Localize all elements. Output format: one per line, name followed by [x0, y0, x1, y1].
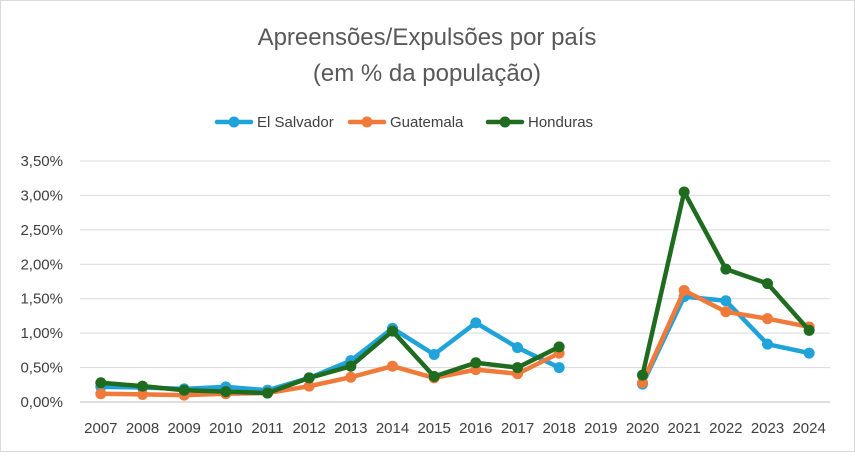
data-point — [762, 278, 773, 290]
data-point — [512, 362, 523, 374]
y-tick-label: 3,50% — [20, 153, 63, 170]
data-point — [803, 324, 815, 336]
legend-swatch-marker — [361, 116, 373, 128]
y-tick-label: 2,00% — [20, 256, 63, 273]
data-point — [512, 342, 523, 354]
x-tick-label: 2017 — [501, 420, 534, 437]
y-tick-label: 0,00% — [20, 394, 63, 411]
legend-item: Honduras — [485, 114, 593, 131]
x-axis-ticks: 2007 2008 2009 2010 2011 2012 2013 2014 2015 2016… — [84, 420, 826, 437]
data-point — [720, 306, 732, 318]
data-point — [95, 388, 107, 400]
y-tick-label: 1,00% — [20, 325, 63, 342]
x-tick-label: 2013 — [334, 420, 367, 437]
legend-item: Guatemala — [347, 114, 464, 131]
legend-swatch-marker — [228, 116, 240, 128]
legend-label: Guatemala — [390, 114, 464, 131]
chart-title-line: Apreensões/Expulsões por país — [258, 24, 597, 51]
x-tick-label: 2021 — [667, 420, 700, 437]
y-tick-label: 1,50% — [20, 291, 63, 308]
x-tick-label: 2016 — [459, 420, 492, 437]
data-point — [470, 317, 482, 329]
y-axis-ticks: 0,00% 0,50% 1,00% 1,50% 2,00% 2,50% 3,00% 3,50% — [20, 153, 63, 411]
legend-item: El Salvador — [214, 114, 334, 131]
series-line — [98, 328, 562, 396]
data-point — [803, 347, 815, 359]
series-line — [98, 350, 562, 398]
data-point — [387, 360, 398, 372]
data-point — [553, 341, 565, 353]
x-tick-label: 2011 — [251, 420, 283, 437]
x-tick-label: 2024 — [792, 420, 825, 437]
x-tick-label: 2010 — [209, 420, 242, 437]
data-point — [95, 377, 107, 389]
x-tick-label: 2020 — [626, 420, 659, 437]
series-layer — [95, 186, 815, 401]
data-point — [345, 360, 357, 372]
x-tick-label: 2015 — [417, 420, 450, 437]
data-point — [387, 325, 398, 337]
x-tick-label: 2007 — [84, 420, 117, 437]
chart-subtitle-line: (em % da população) — [313, 60, 541, 87]
data-point — [720, 263, 732, 275]
x-tick-label: 2012 — [292, 420, 325, 437]
data-point — [762, 338, 773, 350]
legend: El Salvador Guatemala Honduras — [214, 114, 593, 131]
legend-label: El Salvador — [257, 114, 334, 131]
legend-swatch-marker — [499, 116, 511, 128]
legend-label: Honduras — [528, 114, 593, 131]
data-point — [303, 372, 315, 384]
data-point — [678, 186, 690, 198]
x-tick-label: 2014 — [376, 420, 409, 437]
y-tick-label: 3,00% — [20, 187, 63, 204]
data-point — [262, 387, 273, 399]
x-tick-label: 2023 — [751, 420, 784, 437]
x-tick-label: 2019 — [584, 420, 617, 437]
data-point — [345, 371, 357, 383]
data-point — [178, 384, 190, 396]
series-guatemala — [95, 284, 815, 401]
data-point — [220, 386, 232, 398]
data-point — [762, 313, 773, 325]
x-tick-label: 2008 — [126, 420, 159, 437]
data-point — [428, 371, 440, 383]
series-el-salvador — [95, 291, 815, 396]
data-point — [553, 362, 565, 374]
y-tick-label: 2,50% — [20, 222, 63, 239]
chart-title: Apreensões/Expulsões por país (em % da p… — [258, 24, 597, 87]
y-tick-label: 0,50% — [20, 360, 63, 377]
data-point — [637, 369, 648, 381]
gridlines — [80, 160, 830, 403]
data-point — [428, 348, 440, 360]
x-tick-label: 2022 — [709, 420, 742, 437]
data-point — [637, 377, 648, 389]
data-point — [137, 380, 148, 392]
data-point — [470, 357, 482, 369]
data-point — [137, 388, 148, 400]
series-honduras — [95, 186, 815, 399]
x-tick-label: 2018 — [542, 420, 575, 437]
data-point — [678, 284, 690, 296]
data-point — [720, 295, 732, 307]
x-tick-label: 2009 — [167, 420, 200, 437]
data-point — [303, 380, 315, 392]
